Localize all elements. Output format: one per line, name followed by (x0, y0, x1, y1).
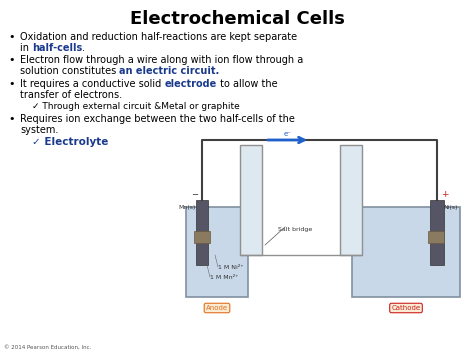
Text: Electron flow through a wire along with ion flow through a: Electron flow through a wire along with … (20, 55, 303, 65)
Bar (340, 145, 362, 255)
Text: Requires ion exchange between the two half-cells of the: Requires ion exchange between the two ha… (20, 114, 295, 124)
Text: Anode: Anode (206, 305, 228, 311)
Text: •: • (8, 114, 15, 124)
Text: +: + (441, 190, 448, 199)
Text: © 2014 Pearson Education, Inc.: © 2014 Pearson Education, Inc. (4, 345, 91, 350)
Text: It requires a conductive solid: It requires a conductive solid (20, 79, 164, 89)
Text: •: • (8, 32, 15, 42)
Text: Ni(s): Ni(s) (443, 205, 457, 210)
Text: −: − (191, 190, 198, 199)
Text: Mn(s): Mn(s) (179, 205, 196, 210)
Bar (194, 231, 210, 243)
Text: Cathode: Cathode (392, 305, 420, 311)
Text: half-cells: half-cells (32, 43, 82, 53)
Text: •: • (8, 55, 15, 65)
Text: system.: system. (20, 125, 58, 135)
Text: •: • (8, 79, 15, 89)
Text: Salt bridge: Salt bridge (278, 227, 312, 232)
Text: transfer of electrons.: transfer of electrons. (20, 90, 122, 100)
Bar (352, 207, 460, 297)
Text: ✓ Through external circuit &Metal or graphite: ✓ Through external circuit &Metal or gra… (32, 102, 240, 111)
Text: e⁻: e⁻ (284, 131, 292, 137)
Text: Oxidation and reduction half-reactions are kept separate: Oxidation and reduction half-reactions a… (20, 32, 297, 42)
Text: ✓ Electrolyte: ✓ Electrolyte (32, 137, 109, 147)
Bar (196, 200, 208, 265)
Text: in: in (20, 43, 32, 53)
Text: 1 M Ni²⁺: 1 M Ni²⁺ (218, 265, 244, 270)
Text: solution constitutes: solution constitutes (20, 66, 119, 76)
Bar (240, 145, 262, 255)
Text: 1 M Mn²⁺: 1 M Mn²⁺ (210, 275, 238, 280)
Text: Electrochemical Cells: Electrochemical Cells (129, 10, 345, 28)
Text: electrode: electrode (164, 79, 217, 89)
Bar (428, 231, 444, 243)
Text: an electric circuit.: an electric circuit. (119, 66, 219, 76)
Bar (186, 207, 248, 297)
Bar (430, 200, 444, 265)
Text: .: . (82, 43, 85, 53)
Text: to allow the: to allow the (217, 79, 277, 89)
